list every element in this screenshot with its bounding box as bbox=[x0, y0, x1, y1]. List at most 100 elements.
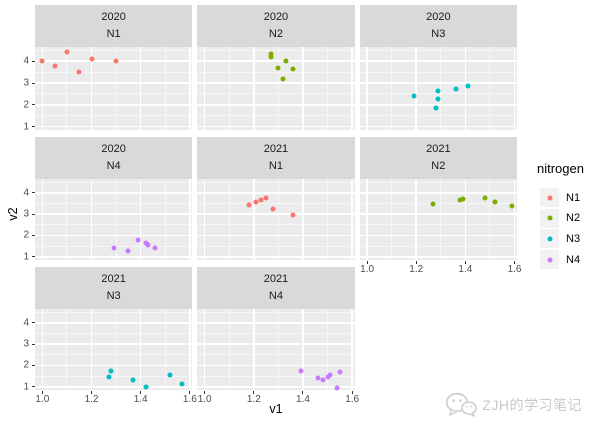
gridline-major-x bbox=[41, 309, 44, 390]
x-tick-label: 1.6 bbox=[182, 394, 197, 405]
gridline-minor-x bbox=[489, 179, 491, 260]
data-point bbox=[290, 212, 296, 218]
facet-strip-nitrogen: N2 bbox=[268, 28, 283, 40]
gridline-minor-y bbox=[35, 311, 193, 313]
gridline-major-y bbox=[35, 104, 193, 106]
facet-strip: 2021 N1 bbox=[197, 137, 355, 179]
legend-point bbox=[547, 215, 552, 221]
gridline-major-y bbox=[359, 82, 517, 84]
gridline-major-y bbox=[35, 213, 193, 215]
facet-strip: 2020 N3 bbox=[359, 5, 517, 47]
x-tick-label: 1.2 bbox=[84, 394, 99, 405]
gridline-minor-y bbox=[197, 311, 355, 313]
gridline-minor-x bbox=[228, 47, 230, 130]
data-point bbox=[465, 83, 471, 89]
x-tick-mark bbox=[253, 390, 255, 394]
data-point bbox=[268, 54, 274, 60]
legend-label: N1 bbox=[566, 191, 581, 204]
data-point bbox=[320, 377, 326, 383]
facet-panel bbox=[197, 47, 355, 130]
data-point bbox=[179, 381, 185, 387]
gridline-major-x bbox=[302, 309, 304, 390]
gridline-major-y bbox=[197, 322, 355, 324]
gridline-major-y bbox=[35, 125, 193, 128]
data-point bbox=[298, 368, 304, 374]
facet-strip-nitrogen: N4 bbox=[268, 290, 283, 302]
gridline-major-y bbox=[359, 256, 517, 258]
data-point bbox=[258, 197, 264, 203]
facet-strip-year: 2020 bbox=[263, 11, 289, 23]
data-point bbox=[327, 372, 333, 378]
y-tick-label: 2 bbox=[23, 99, 29, 111]
x-tick-label: 1.6 bbox=[507, 264, 522, 275]
wechat-icon bbox=[446, 392, 478, 417]
gridline-minor-x bbox=[164, 47, 166, 130]
data-point bbox=[135, 237, 141, 243]
gridline-minor-y bbox=[359, 49, 517, 51]
data-point bbox=[435, 88, 441, 94]
y-tick-mark bbox=[31, 126, 35, 128]
gridline-minor-y bbox=[35, 71, 193, 73]
gridline-major-y bbox=[359, 125, 517, 128]
gridline-major-x bbox=[203, 47, 206, 130]
y-tick-mark bbox=[31, 343, 35, 345]
gridline-minor-y bbox=[35, 203, 193, 204]
x-tick-mark bbox=[140, 390, 142, 394]
gridline-minor-x bbox=[440, 47, 442, 130]
x-tick-label: 1.2 bbox=[246, 394, 261, 405]
gridline-major-x bbox=[189, 179, 191, 260]
x-tick-label: 1.4 bbox=[133, 394, 148, 405]
gridline-major-y bbox=[35, 192, 193, 194]
legend-point bbox=[547, 257, 552, 263]
x-tick-mark bbox=[415, 260, 417, 264]
gridline-minor-x bbox=[391, 47, 393, 130]
gridline-minor-x bbox=[228, 309, 230, 390]
data-point bbox=[125, 248, 131, 254]
gridline-major-x bbox=[464, 47, 467, 130]
legend-point bbox=[547, 236, 552, 242]
gridline-major-x bbox=[41, 179, 44, 260]
data-point bbox=[430, 201, 436, 206]
gridline-major-x bbox=[415, 179, 417, 260]
data-point bbox=[283, 58, 289, 64]
gridline-minor-y bbox=[35, 93, 193, 95]
gridline-major-x bbox=[203, 179, 206, 260]
data-point bbox=[145, 242, 151, 248]
x-tick-mark bbox=[91, 390, 93, 394]
gridline-minor-x bbox=[277, 179, 279, 260]
gridline-minor-x bbox=[115, 179, 117, 260]
data-point bbox=[433, 105, 439, 111]
facet-strip-year: 2020 bbox=[101, 143, 126, 155]
data-point bbox=[290, 66, 296, 72]
data-point bbox=[337, 369, 343, 375]
data-point bbox=[253, 199, 259, 205]
data-point bbox=[453, 86, 459, 91]
data-point bbox=[334, 385, 340, 391]
y-tick-label: 3 bbox=[23, 77, 29, 89]
x-tick-mark bbox=[464, 260, 466, 264]
y-tick-label: 2 bbox=[23, 229, 29, 241]
gridline-minor-y bbox=[35, 224, 193, 226]
gridline-major-x bbox=[351, 179, 353, 260]
x-tick-mark bbox=[41, 390, 43, 394]
legend-key bbox=[540, 250, 559, 270]
data-point bbox=[263, 195, 269, 201]
data-point bbox=[152, 245, 158, 251]
gridline-minor-x bbox=[115, 47, 117, 130]
facet-strip: 2021 N3 bbox=[35, 267, 193, 309]
gridline-major-x bbox=[464, 179, 467, 260]
gridline-major-y bbox=[197, 364, 355, 367]
gridline-major-y bbox=[359, 60, 517, 62]
gridline-major-x bbox=[351, 47, 353, 130]
gridline-major-y bbox=[197, 82, 355, 84]
legend-label: N4 bbox=[566, 253, 581, 266]
data-point bbox=[270, 206, 276, 212]
facet-strip-nitrogen: N1 bbox=[106, 28, 121, 40]
gridline-major-y bbox=[35, 364, 193, 367]
gridline-major-x bbox=[203, 309, 206, 390]
facet-strip-nitrogen: N3 bbox=[431, 28, 446, 40]
gridline-minor-y bbox=[197, 115, 355, 117]
gridline-minor-y bbox=[359, 245, 517, 247]
x-tick-label: 1.0 bbox=[35, 394, 50, 405]
gridline-minor-y bbox=[197, 49, 355, 51]
